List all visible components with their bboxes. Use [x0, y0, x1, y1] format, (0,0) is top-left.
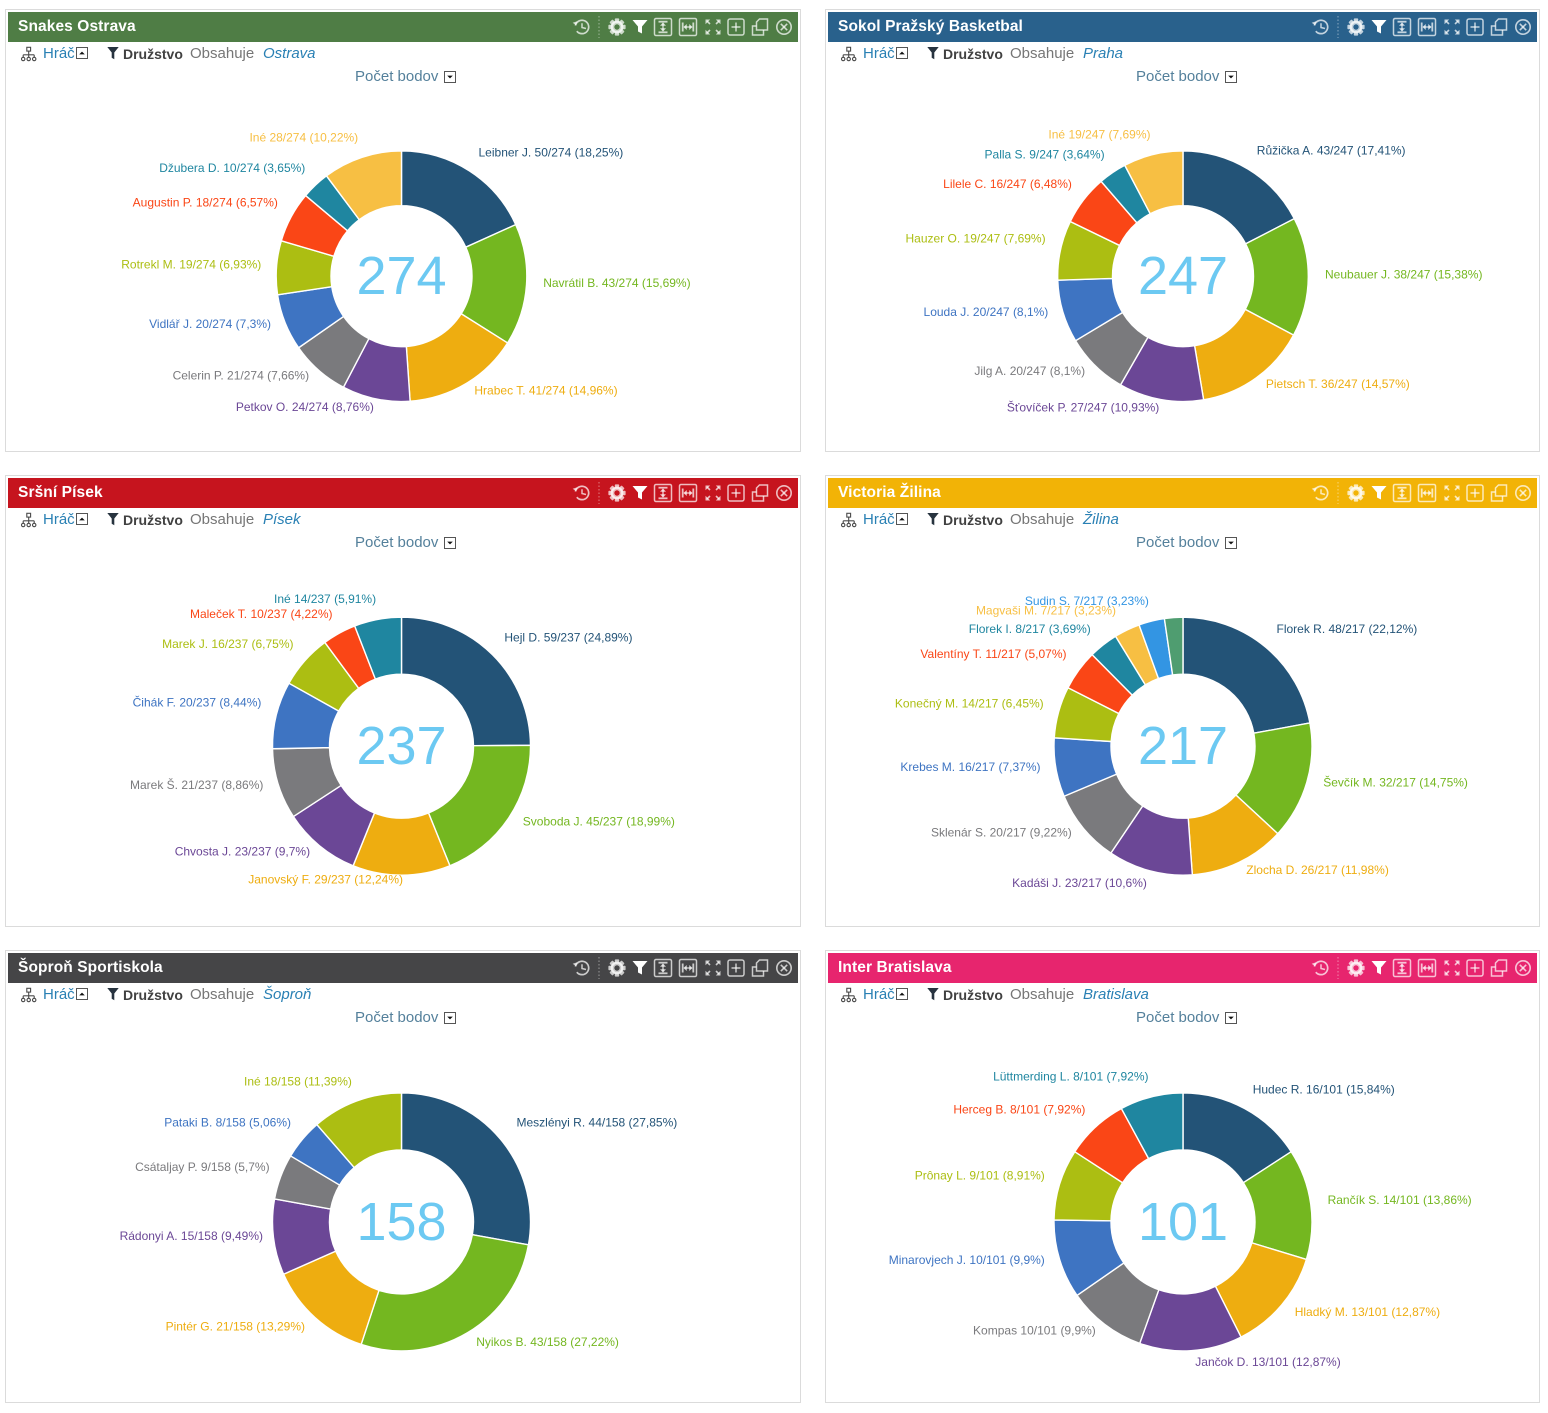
svg-text:Louda J. 20/247 (8,1%): Louda J. 20/247 (8,1%)	[924, 305, 1049, 319]
svg-text:101: 101	[1138, 1192, 1228, 1252]
svg-text:Hauzer O. 19/247 (7,69%): Hauzer O. 19/247 (7,69%)	[906, 231, 1046, 245]
svg-text:Magvaši M. 7/217 (3,23%): Magvaši M. 7/217 (3,23%)	[976, 604, 1116, 618]
svg-text:Kompas 10/101 (9,9%): Kompas 10/101 (9,9%)	[973, 1324, 1096, 1338]
svg-text:Růžička A. 43/247 (17,41%): Růžička A. 43/247 (17,41%)	[1257, 144, 1406, 158]
svg-text:274: 274	[356, 246, 446, 306]
svg-text:Rádonyi A. 15/158 (9,49%): Rádonyi A. 15/158 (9,49%)	[120, 1229, 263, 1243]
svg-text:217: 217	[1138, 716, 1228, 776]
svg-text:Šťovíček P. 27/247 (10,93%): Šťovíček P. 27/247 (10,93%)	[1007, 400, 1159, 415]
svg-text:Hrabec T. 41/274 (14,96%): Hrabec T. 41/274 (14,96%)	[474, 383, 617, 397]
svg-text:Petkov O. 24/274 (8,76%): Petkov O. 24/274 (8,76%)	[236, 400, 374, 414]
svg-text:Zlocha D. 26/217 (11,98%): Zlocha D. 26/217 (11,98%)	[1246, 863, 1389, 877]
svg-text:Jančok D. 13/101 (12,87%): Jančok D. 13/101 (12,87%)	[1195, 1355, 1340, 1369]
svg-text:Meszlényi R. 44/158 (27,85%): Meszlényi R. 44/158 (27,85%)	[517, 1116, 678, 1130]
svg-text:Rančík S. 14/101 (13,86%): Rančík S. 14/101 (13,86%)	[1328, 1193, 1472, 1207]
svg-text:Marek J. 16/237 (6,75%): Marek J. 16/237 (6,75%)	[162, 637, 293, 651]
svg-text:237: 237	[356, 716, 446, 776]
svg-text:Lüttmerding L. 8/101 (7,92%): Lüttmerding L. 8/101 (7,92%)	[993, 1070, 1148, 1084]
svg-text:Augustin P. 18/274 (6,57%): Augustin P. 18/274 (6,57%)	[133, 195, 278, 209]
svg-text:Čihák F. 20/237 (8,44%): Čihák F. 20/237 (8,44%)	[133, 695, 262, 710]
svg-text:Marek Š. 21/237 (8,86%): Marek Š. 21/237 (8,86%)	[130, 777, 263, 792]
svg-text:158: 158	[356, 1192, 446, 1252]
svg-text:Prônay L. 9/101 (8,91%): Prônay L. 9/101 (8,91%)	[915, 1169, 1045, 1183]
svg-text:Ševčík M. 32/217 (14,75%): Ševčík M. 32/217 (14,75%)	[1323, 775, 1468, 790]
svg-text:Kadáši J. 23/217 (10,6%): Kadáši J. 23/217 (10,6%)	[1012, 876, 1147, 890]
svg-text:Lilele C. 16/247 (6,48%): Lilele C. 16/247 (6,48%)	[943, 177, 1072, 191]
svg-text:Neubauer J. 38/247 (15,38%): Neubauer J. 38/247 (15,38%)	[1325, 268, 1482, 282]
svg-text:Pietsch T. 36/247 (14,57%): Pietsch T. 36/247 (14,57%)	[1266, 377, 1410, 391]
svg-text:Sklenár S. 20/217 (9,22%): Sklenár S. 20/217 (9,22%)	[931, 826, 1072, 840]
svg-text:Vidlář J. 20/274 (7,3%): Vidlář J. 20/274 (7,3%)	[149, 317, 271, 331]
svg-text:Hejl D. 59/237 (24,89%): Hejl D. 59/237 (24,89%)	[504, 630, 632, 644]
svg-text:Minarovjech J. 10/101 (9,9%): Minarovjech J. 10/101 (9,9%)	[889, 1253, 1045, 1267]
svg-text:Celerin P. 21/274 (7,66%): Celerin P. 21/274 (7,66%)	[173, 369, 310, 383]
svg-text:Hudec R. 16/101 (15,84%): Hudec R. 16/101 (15,84%)	[1253, 1082, 1395, 1096]
svg-text:Herceg B. 8/101 (7,92%): Herceg B. 8/101 (7,92%)	[953, 1103, 1085, 1117]
svg-text:Sudin S. 7/217 (3,23%): Sudin S. 7/217 (3,23%)	[1025, 594, 1149, 608]
svg-text:Iné 14/237 (5,91%): Iné 14/237 (5,91%)	[274, 592, 376, 606]
svg-text:Iné 28/274 (10,22%): Iné 28/274 (10,22%)	[249, 131, 358, 145]
svg-text:Svoboda J. 45/237 (18,99%): Svoboda J. 45/237 (18,99%)	[523, 815, 675, 829]
svg-text:Krebes M. 16/217 (7,37%): Krebes M. 16/217 (7,37%)	[900, 760, 1040, 774]
svg-text:Rotrekl M. 19/274 (6,93%): Rotrekl M. 19/274 (6,93%)	[121, 257, 261, 271]
svg-text:Iné 19/247 (7,69%): Iné 19/247 (7,69%)	[1048, 128, 1150, 142]
svg-text:247: 247	[1138, 246, 1228, 306]
svg-text:Hladký M. 13/101 (12,87%): Hladký M. 13/101 (12,87%)	[1295, 1305, 1440, 1319]
svg-text:Florek R. 48/217 (22,12%): Florek R. 48/217 (22,12%)	[1277, 622, 1418, 636]
svg-text:Pintér G. 21/158 (13,29%): Pintér G. 21/158 (13,29%)	[166, 1320, 305, 1334]
svg-text:Iné 18/158 (11,39%): Iné 18/158 (11,39%)	[244, 1074, 352, 1088]
svg-text:Navrátil B. 43/274 (15,69%): Navrátil B. 43/274 (15,69%)	[543, 276, 690, 290]
svg-text:Pataki B. 8/158 (5,06%): Pataki B. 8/158 (5,06%)	[164, 1116, 291, 1130]
svg-text:Nyikos B. 43/158 (27,22%): Nyikos B. 43/158 (27,22%)	[476, 1335, 619, 1349]
svg-text:Valentíny T. 11/217 (5,07%): Valentíny T. 11/217 (5,07%)	[920, 647, 1066, 661]
svg-text:Janovský F. 29/237 (12,24%): Janovský F. 29/237 (12,24%)	[248, 873, 403, 887]
svg-text:Palla S. 9/247 (3,64%): Palla S. 9/247 (3,64%)	[985, 147, 1105, 161]
svg-text:Chvosta J. 23/237 (9,7%): Chvosta J. 23/237 (9,7%)	[175, 845, 310, 859]
svg-text:Leibner J. 50/274 (18,25%): Leibner J. 50/274 (18,25%)	[479, 145, 624, 159]
svg-text:Florek I. 8/217 (3,69%): Florek I. 8/217 (3,69%)	[969, 622, 1091, 636]
svg-text:Maleček T. 10/237 (4,22%): Maleček T. 10/237 (4,22%)	[190, 607, 333, 621]
svg-text:Csátaljay P. 9/158 (5,7%): Csátaljay P. 9/158 (5,7%)	[135, 1160, 270, 1174]
svg-text:Jilg A. 20/247 (8,1%): Jilg A. 20/247 (8,1%)	[974, 364, 1085, 378]
svg-text:Konečný M. 14/217 (6,45%): Konečný M. 14/217 (6,45%)	[895, 697, 1044, 711]
svg-text:Džubera D. 10/274 (3,65%): Džubera D. 10/274 (3,65%)	[159, 161, 305, 175]
